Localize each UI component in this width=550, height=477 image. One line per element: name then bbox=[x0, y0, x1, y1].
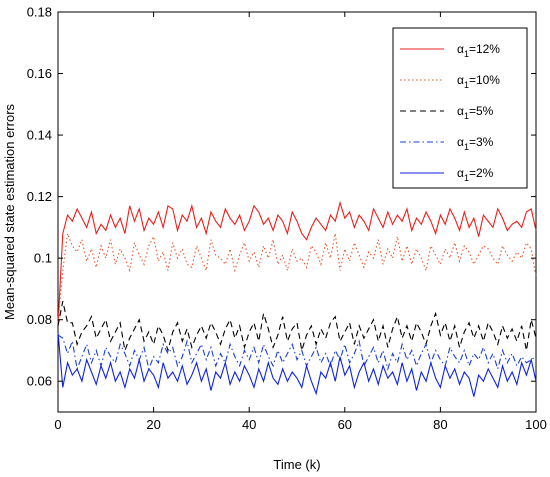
y-tick-label: 0.18 bbox=[27, 5, 52, 20]
legend-label-1: α1=12% bbox=[457, 42, 500, 59]
x-tick-label: 20 bbox=[146, 417, 160, 432]
x-tick-label: 40 bbox=[242, 417, 256, 432]
series-line-4 bbox=[57, 334, 537, 371]
y-axis-label: Mean-squared state estimation errors bbox=[2, 103, 17, 320]
x-axis-ticks: 0 20 40 60 80 100 bbox=[54, 12, 547, 432]
legend: α1=12% α1=10% α1=5% α1=3% α1=2% bbox=[392, 27, 528, 189]
series-layer bbox=[57, 200, 537, 397]
y-tick-label: 0.08 bbox=[27, 312, 52, 327]
x-axis-label: Time (k) bbox=[273, 457, 320, 472]
x-tick-label: 0 bbox=[54, 417, 61, 432]
legend-label-3: α1=5% bbox=[457, 104, 494, 121]
x-tick-label: 60 bbox=[338, 417, 352, 432]
y-tick-label: 0.06 bbox=[27, 374, 52, 389]
legend-label-5: α1=2% bbox=[457, 166, 494, 183]
series-line-5 bbox=[57, 331, 537, 397]
legend-label-4: α1=3% bbox=[457, 135, 494, 152]
y-tick-label: 0.16 bbox=[27, 66, 52, 81]
x-tick-label: 80 bbox=[433, 417, 447, 432]
series-line-2 bbox=[57, 233, 537, 323]
series-line-3 bbox=[57, 301, 537, 353]
y-tick-label: 0.12 bbox=[27, 189, 52, 204]
legend-label-2: α1=10% bbox=[457, 73, 500, 90]
y-tick-label: 0.14 bbox=[27, 128, 52, 143]
y-tick-label: 0.1 bbox=[34, 251, 52, 266]
series-line-1 bbox=[57, 200, 537, 326]
legend-box bbox=[392, 27, 528, 189]
y-axis-ticks: 0.06 0.08 0.1 0.12 0.14 0.16 0.18 bbox=[27, 5, 536, 389]
x-tick-label: 100 bbox=[525, 417, 547, 432]
